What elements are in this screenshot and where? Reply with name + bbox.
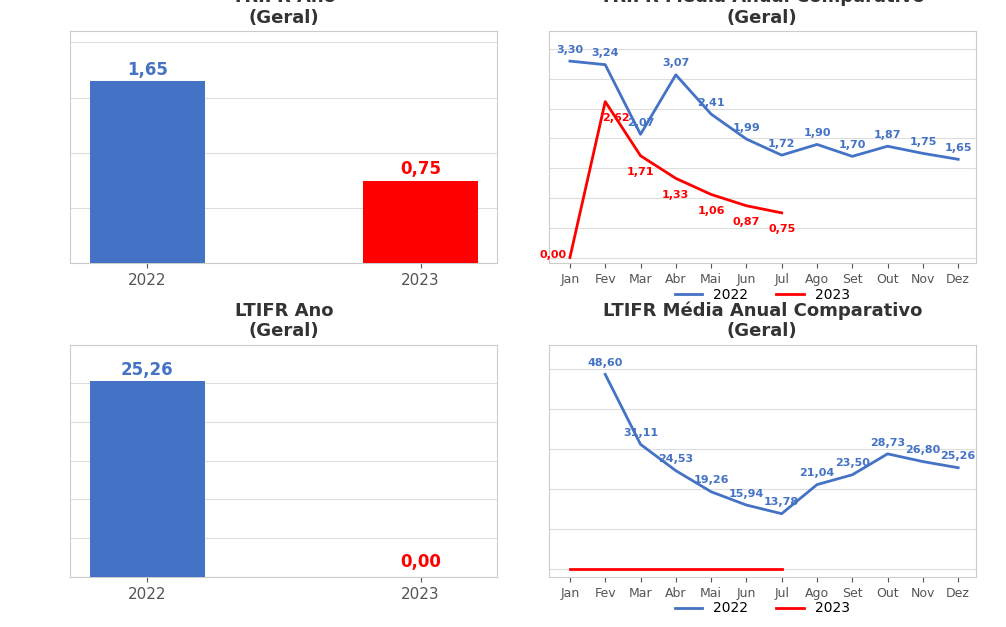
Text: 1,71: 1,71 bbox=[627, 167, 654, 177]
Text: 2,62: 2,62 bbox=[603, 113, 630, 123]
Text: 1,87: 1,87 bbox=[874, 130, 901, 140]
Text: 1,90: 1,90 bbox=[803, 128, 831, 138]
Text: 0,75: 0,75 bbox=[768, 224, 796, 234]
Text: 1,65: 1,65 bbox=[945, 143, 972, 153]
Text: 2,41: 2,41 bbox=[697, 98, 725, 108]
Text: 3,24: 3,24 bbox=[592, 48, 619, 58]
Bar bbox=[363, 181, 478, 263]
Text: 2,07: 2,07 bbox=[627, 118, 654, 128]
Text: 19,26: 19,26 bbox=[693, 475, 729, 485]
Bar bbox=[90, 381, 204, 577]
Text: 1,70: 1,70 bbox=[839, 140, 866, 150]
Text: 25,26: 25,26 bbox=[121, 361, 174, 379]
Text: 0,87: 0,87 bbox=[732, 217, 761, 227]
Title: LTIFR Média Anual Comparativo
(Geral): LTIFR Média Anual Comparativo (Geral) bbox=[603, 301, 921, 340]
Text: 28,73: 28,73 bbox=[870, 438, 905, 448]
Text: 1,33: 1,33 bbox=[662, 190, 689, 200]
Text: 1,65: 1,65 bbox=[127, 61, 168, 79]
Text: 0,75: 0,75 bbox=[400, 161, 442, 178]
Text: 3,30: 3,30 bbox=[556, 45, 583, 55]
Legend: 2022, 2023: 2022, 2023 bbox=[669, 283, 856, 308]
Text: 21,04: 21,04 bbox=[800, 468, 835, 478]
Text: 0,00: 0,00 bbox=[539, 250, 566, 260]
Text: 31,11: 31,11 bbox=[623, 428, 658, 438]
Bar bbox=[90, 81, 204, 263]
Text: 13,78: 13,78 bbox=[765, 497, 799, 507]
Title: LTIFR Ano
(Geral): LTIFR Ano (Geral) bbox=[234, 302, 333, 340]
Text: 15,94: 15,94 bbox=[728, 488, 765, 498]
Title: TRIFR Ano
(Geral): TRIFR Ano (Geral) bbox=[232, 0, 336, 27]
Text: 1,99: 1,99 bbox=[732, 123, 761, 133]
Text: 25,26: 25,26 bbox=[941, 451, 976, 461]
Text: 23,50: 23,50 bbox=[835, 458, 870, 468]
Legend: 2022, 2023: 2022, 2023 bbox=[669, 596, 856, 621]
Text: 1,75: 1,75 bbox=[909, 137, 937, 147]
Text: 0,00: 0,00 bbox=[400, 552, 441, 571]
Text: 24,53: 24,53 bbox=[658, 455, 693, 465]
Title: TRIFR Média Anual Comparativo
(Geral): TRIFR Média Anual Comparativo (Geral) bbox=[600, 0, 925, 27]
Text: 48,60: 48,60 bbox=[588, 358, 623, 368]
Text: 1,06: 1,06 bbox=[697, 206, 725, 216]
Text: 26,80: 26,80 bbox=[905, 445, 941, 455]
Text: 3,07: 3,07 bbox=[662, 58, 689, 68]
Text: 1,72: 1,72 bbox=[768, 139, 796, 149]
